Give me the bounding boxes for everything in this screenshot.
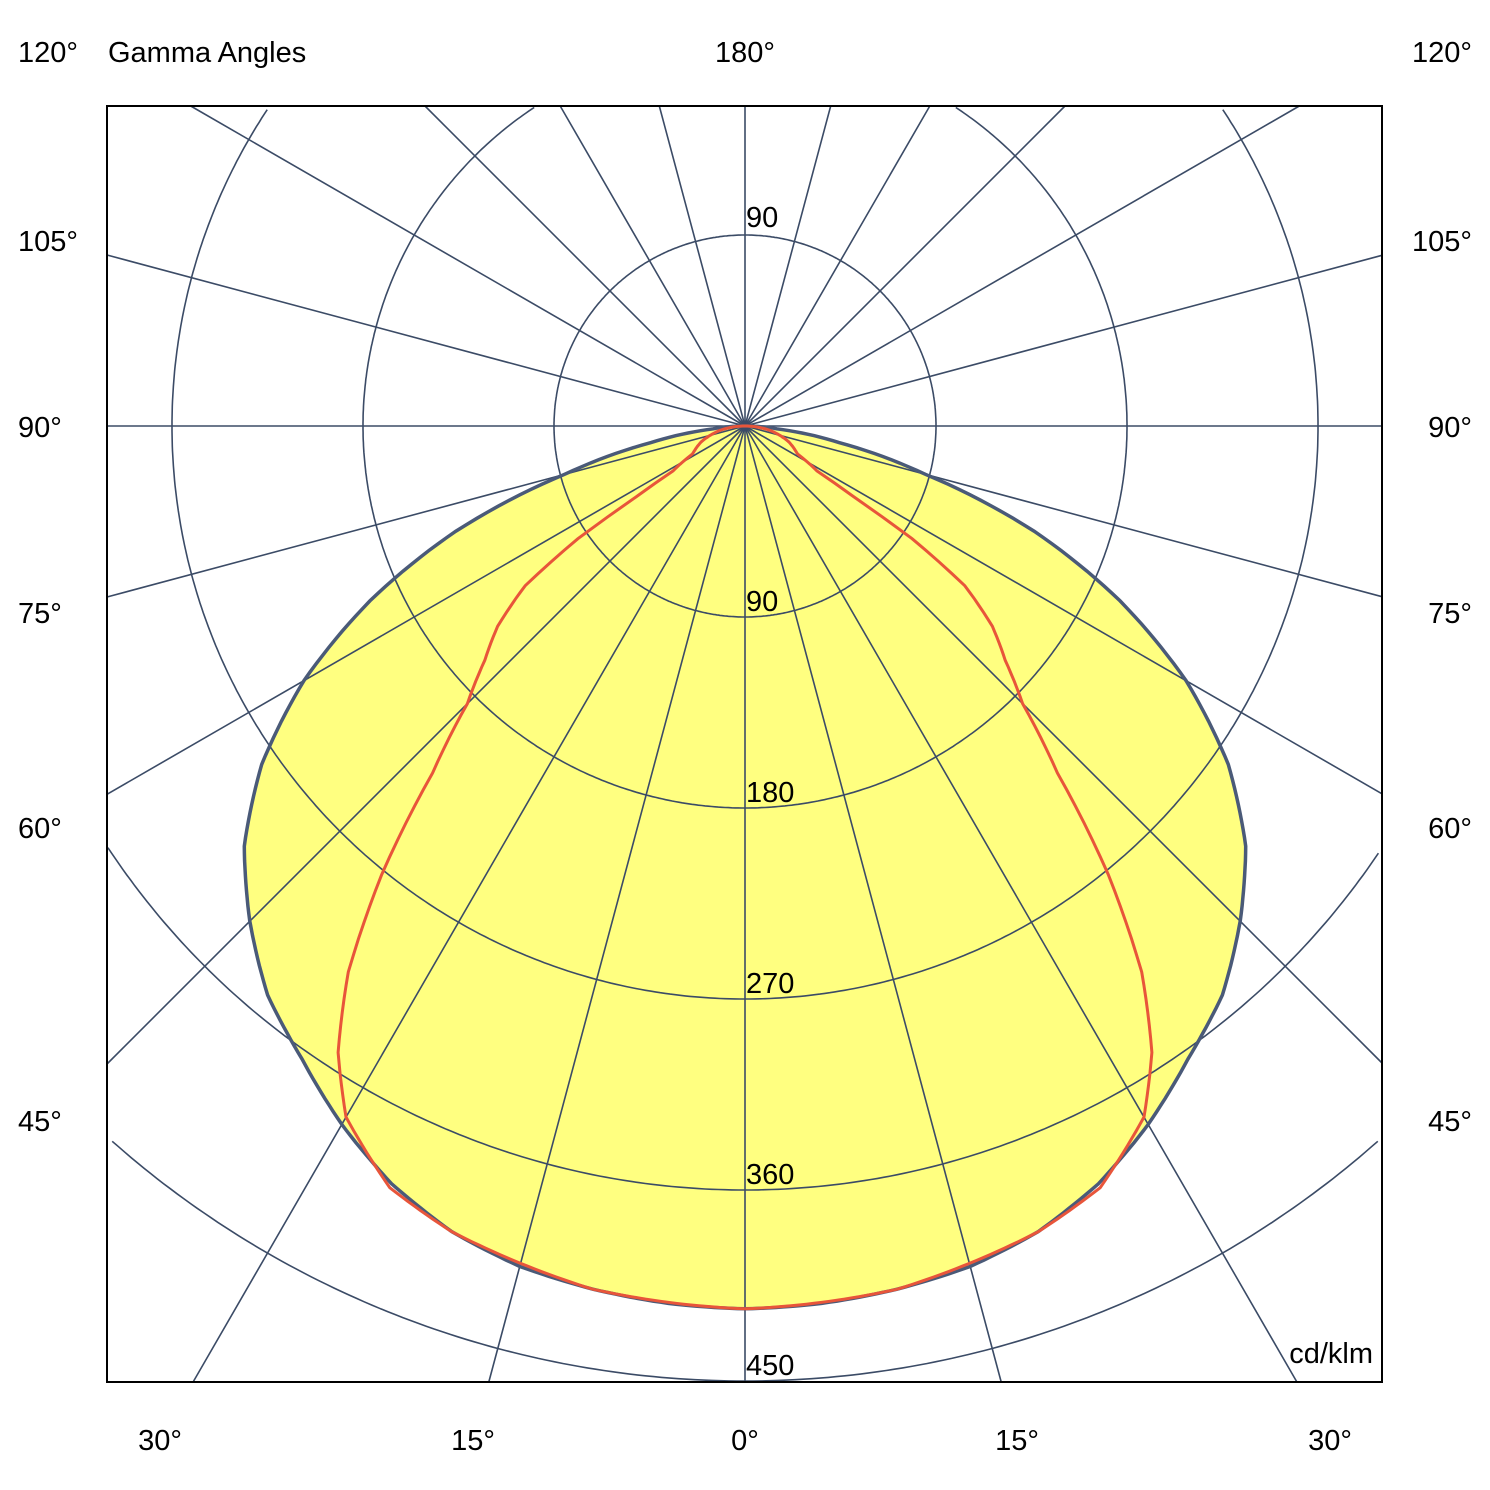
radial-tick-label: 360 [746,1159,794,1191]
angle-grid-line [658,105,746,427]
radial-grid-circle [107,847,745,1191]
angle-label-right: 45° [1428,1106,1472,1138]
angle-grid-line [744,425,1298,1383]
angle-label-left: 90° [18,412,62,444]
angle-label-bottom: 30° [1308,1425,1352,1457]
angle-label-left: 75° [18,598,62,630]
radial-tick-label: 450 [746,1350,794,1382]
angle-label-top-center: 180° [715,37,775,69]
series-line [336,424,1154,1311]
angle-grid-line [106,425,746,795]
angle-label-top-left: 120° [18,37,78,69]
radial-grid-circle [745,109,1319,1000]
angle-label-bottom: 15° [995,1425,1039,1457]
angle-grid-line [190,105,746,427]
radial-grid-circle [745,852,1380,1191]
angle-label-bottom: 0° [731,1425,759,1457]
angle-label-right: 90° [1428,412,1472,444]
radial-grid-circle [111,1140,745,1382]
angle-grid-line [744,254,1383,427]
angle-label-left: 60° [18,813,62,845]
angle-grid-line [744,105,1066,427]
angle-label-left: 105° [18,226,78,258]
angle-grid-line [488,425,746,1383]
radial-grid-circle [745,1140,1379,1382]
angle-grid-line [559,105,746,427]
angle-label-right: 60° [1428,813,1472,845]
angle-label-left: 45° [18,1106,62,1138]
angle-grid-line [744,425,1383,795]
angle-label-bottom: 15° [451,1425,495,1457]
angle-grid-line [106,254,746,427]
radial-tick-label: 270 [746,968,794,1000]
radial-tick-label: 90 [746,586,778,618]
angle-grid-line [424,105,746,427]
angle-label-top-right: 120° [1412,37,1472,69]
radial-grid-circle [362,106,745,809]
angle-grid-line [744,425,1383,1064]
angle-grid-line [744,425,1002,1383]
angle-grid-line [744,425,1383,598]
top-radial-label: 90 [746,202,778,234]
plot-frame [106,105,1383,1383]
unit-label: cd/klm [1289,1338,1373,1370]
angle-label-right: 105° [1412,226,1472,258]
angle-label-right: 75° [1428,598,1472,630]
radial-grid-circle [745,106,1128,809]
angle-grid-line [744,105,1300,427]
angle-grid-line [744,105,931,427]
angle-grid-line [744,105,832,427]
angle-grid-line [192,425,746,1383]
angle-label-bottom: 30° [138,1425,182,1457]
radial-tick-label: 180 [746,777,794,809]
angle-grid-line [106,425,746,598]
angle-grid-line [106,425,746,1065]
radial-grid-circle [171,109,745,1000]
chart-title: Gamma Angles [108,37,306,69]
